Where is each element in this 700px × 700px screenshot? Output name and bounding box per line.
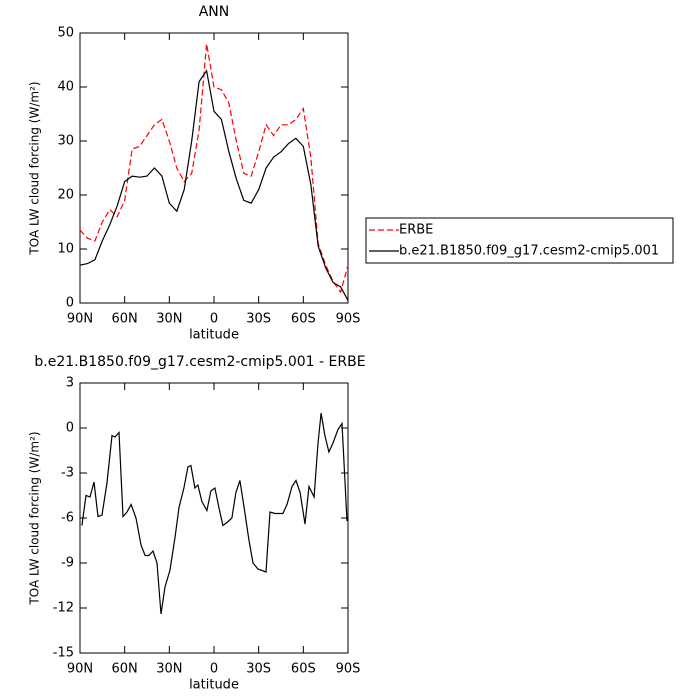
x-axis-label: latitude [189,328,239,343]
x-tick-label: 60S [291,662,316,677]
plot-frame [79,382,349,654]
y-tick-label: -6 [61,511,74,526]
data-line [81,412,348,615]
y-tick-label: 50 [57,26,74,41]
y-tick-label: 3 [66,376,74,391]
y-tick-label: -9 [61,556,74,571]
y-tick-label: 0 [66,296,74,311]
x-axis-label: latitude [189,678,239,693]
y-tick-label: 40 [57,80,74,95]
x-tick-label: 30S [246,662,271,677]
data-line [79,69,349,301]
x-tick-label: 90S [336,312,361,327]
data-line [79,43,349,294]
x-tick-label: 0 [210,312,218,327]
x-tick-label: 30N [156,312,182,327]
legend-label: ERBE [399,223,433,238]
chart-title: b.e21.B1850.f09_g17.cesm2-cmip5.001 - ER… [34,354,365,370]
x-tick-label: 90N [67,312,93,327]
legend-label: b.e21.B1850.f09_g17.cesm2-cmip5.001 [399,244,659,259]
chart-title: ANN [199,4,230,20]
legend-box [365,217,674,264]
x-tick-label: 60N [112,662,138,677]
y-tick-label: 20 [57,188,74,203]
x-tick-label: 60N [112,312,138,327]
y-tick-label: -15 [53,646,74,661]
x-tick-label: 30N [156,662,182,677]
x-tick-label: 0 [210,662,218,677]
y-tick-label: -3 [61,466,74,481]
y-tick-label: 0 [66,421,74,436]
x-tick-label: 30S [246,312,271,327]
x-tick-label: 90S [336,662,361,677]
y-tick-label: 30 [57,134,74,149]
y-axis-label: TOA LW cloud forcing (W/m²) [28,431,42,605]
x-tick-label: 90N [67,662,93,677]
x-tick-label: 60S [291,312,316,327]
y-tick-label: -12 [53,601,74,616]
y-axis-label: TOA LW cloud forcing (W/m²) [28,81,42,255]
y-tick-label: 10 [57,242,74,257]
